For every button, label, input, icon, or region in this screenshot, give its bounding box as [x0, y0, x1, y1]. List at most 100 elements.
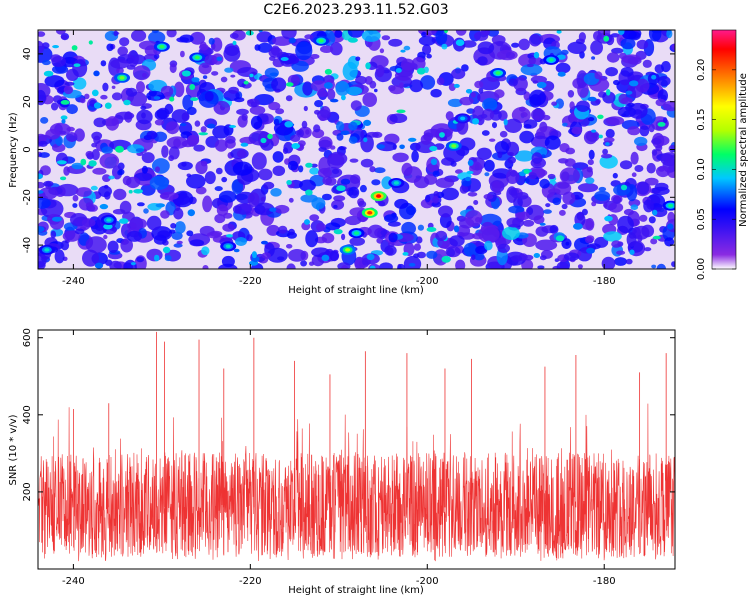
- heatmap-noise-blob: [304, 34, 314, 40]
- heatmap-warm-blob: [187, 209, 195, 217]
- heatmap-noise-blob: [620, 67, 634, 77]
- heatmap-warm-blob: [629, 80, 639, 87]
- heatmap-warm-blob: [533, 51, 540, 59]
- heatmap-noise-blob: [663, 117, 668, 124]
- heatmap-noise-blob: [313, 124, 321, 133]
- heatmap-noise-blob: [657, 76, 671, 87]
- heatmap-warm-blob: [340, 130, 350, 136]
- heatmap-noise-blob: [643, 199, 654, 213]
- heatmap-noise-blob: [232, 161, 253, 176]
- heatmap-warm-blob: [155, 203, 165, 208]
- heatmap-warm-blob: [56, 160, 67, 165]
- heatmap-noise-blob: [601, 153, 613, 159]
- heatmap-noise-blob: [563, 252, 580, 261]
- heatmap-noise-blob: [648, 216, 656, 224]
- heatmap-noise-blob: [349, 237, 366, 246]
- heatmap-noise-blob: [484, 240, 493, 251]
- heatmap-noise-blob: [359, 184, 367, 193]
- heatmap-noise-blob: [435, 230, 448, 241]
- heatmap-noise-blob: [127, 50, 139, 67]
- heatmap-noise-blob: [309, 214, 320, 222]
- heatmap-y-tick-label: 20: [22, 95, 33, 108]
- heatmap-noise-blob: [667, 211, 675, 223]
- heatmap-noise-blob: [341, 233, 346, 241]
- heatmap-noise-blob: [671, 261, 675, 267]
- heatmap-noise-blob: [374, 88, 378, 93]
- heatmap-noise-blob: [110, 58, 130, 69]
- heatmap-noise-blob: [333, 195, 346, 202]
- heatmap-noise-blob: [530, 75, 548, 84]
- heatmap-noise-blob: [651, 149, 658, 156]
- heatmap-warm-blob: [523, 169, 530, 174]
- heatmap-noise-blob: [636, 181, 650, 195]
- heatmap-noise-blob: [381, 35, 391, 41]
- heatmap-noise-blob: [561, 238, 572, 250]
- heatmap-noise-blob: [236, 149, 247, 158]
- heatmap-hot-spot: [225, 244, 231, 249]
- heatmap-noise-blob: [364, 76, 373, 85]
- heatmap-warm-blob: [341, 94, 346, 101]
- snr-y-tick-label: 600: [22, 328, 33, 347]
- heatmap-warm-blob: [604, 215, 613, 222]
- heatmap-noise-blob: [61, 34, 68, 40]
- heatmap-noise-blob: [250, 115, 263, 129]
- heatmap-warm-blob: [91, 89, 99, 97]
- heatmap-noise-blob: [230, 74, 236, 78]
- heatmap-noise-blob: [66, 132, 78, 142]
- heatmap-noise-blob: [599, 154, 618, 169]
- heatmap-noise-blob: [72, 59, 88, 78]
- heatmap-warm-blob: [226, 234, 233, 238]
- heatmap-noise-blob: [151, 30, 159, 34]
- snr-y-ticks: 200 400 600: [22, 328, 675, 501]
- heatmap-noise-blob: [529, 172, 537, 180]
- heatmap-noise-blob: [261, 252, 271, 259]
- heatmap-noise-blob: [369, 166, 376, 173]
- heatmap-noise-blob: [50, 230, 57, 239]
- heatmap-noise-blob: [545, 203, 551, 208]
- heatmap-warm-blob: [180, 123, 187, 127]
- heatmap-noise-blob: [66, 126, 75, 132]
- heatmap-noise-blob: [583, 130, 598, 145]
- heatmap-noise-blob: [417, 224, 424, 231]
- heatmap-noise-blob: [394, 70, 413, 81]
- heatmap-noise-blob: [38, 40, 45, 55]
- heatmap-hot-spot: [106, 218, 112, 222]
- heatmap-noise-blob: [506, 217, 521, 228]
- heatmap-noise-blob: [349, 158, 359, 163]
- heatmap-noise-blob: [182, 94, 194, 111]
- heatmap-noise-blob: [38, 197, 51, 209]
- heatmap-noise-blob: [241, 113, 248, 121]
- heatmap-noise-blob: [99, 153, 120, 169]
- heatmap-noise-blob: [473, 200, 479, 205]
- heatmap-noise-blob: [138, 40, 158, 50]
- heatmap-noise-blob: [288, 228, 295, 236]
- heatmap-noise-blob: [336, 133, 344, 141]
- heatmap-noise-blob: [510, 255, 523, 262]
- heatmap-noise-blob: [482, 108, 495, 121]
- heatmap-noise-blob: [389, 85, 405, 95]
- heatmap-hot-spot: [667, 203, 674, 208]
- heatmap-noise-blob: [100, 60, 107, 67]
- heatmap-noise-blob: [200, 126, 207, 133]
- heatmap-noise-blob: [591, 56, 596, 60]
- heatmap-noise-blob: [112, 208, 126, 215]
- heatmap-noise-blob: [438, 205, 453, 218]
- heatmap-warm-blob: [240, 142, 249, 147]
- heatmap-noise-blob: [159, 191, 179, 201]
- heatmap-noise-blob: [271, 77, 287, 92]
- heatmap-hot-spot: [159, 44, 165, 49]
- heatmap-noise-blob: [347, 30, 364, 38]
- heatmap-y-axis-label: Frequency (Hz): [8, 112, 19, 188]
- heatmap-noise-blob: [174, 221, 186, 234]
- heatmap-noise-blob: [314, 100, 324, 108]
- heatmap-noise-blob: [330, 145, 336, 150]
- heatmap-noise-blob: [204, 91, 214, 102]
- heatmap-warm-blob: [652, 209, 658, 216]
- heatmap-noise-blob: [394, 198, 409, 209]
- heatmap-noise-blob: [126, 176, 141, 189]
- heatmap-noise-blob: [608, 202, 624, 213]
- heatmap-warm-blob: [103, 223, 113, 230]
- heatmap-noise-blob: [71, 162, 84, 170]
- heatmap-noise-blob: [103, 184, 109, 189]
- heatmap-noise-blob: [84, 93, 90, 100]
